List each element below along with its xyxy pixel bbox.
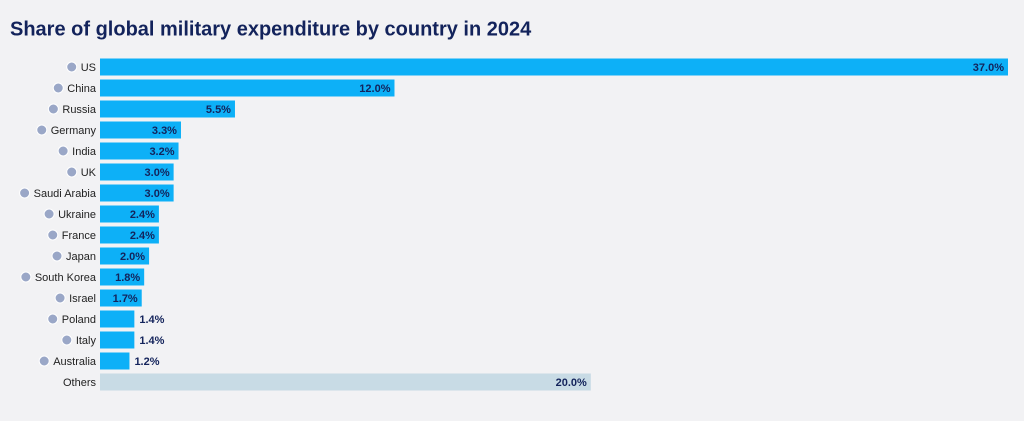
category-label: Poland: [62, 314, 96, 326]
value-label: 2.4%: [130, 230, 155, 242]
value-label: 1.4%: [139, 335, 164, 347]
flag-icon: [47, 103, 59, 115]
bar: [100, 268, 145, 286]
value-label: 2.0%: [120, 251, 145, 263]
flag-icon: [66, 61, 78, 73]
flag-icon: [51, 250, 63, 262]
flag-icon: [57, 145, 69, 157]
value-label: 3.3%: [152, 125, 177, 137]
category-label: US: [81, 62, 96, 74]
bar: [100, 79, 395, 97]
value-label: 12.0%: [359, 83, 390, 95]
category-label: Italy: [76, 335, 97, 347]
bar: [100, 205, 159, 223]
bar: [100, 289, 142, 307]
flag-icon: [61, 334, 73, 346]
category-label: Israel: [69, 293, 96, 305]
flag-icon: [66, 166, 78, 178]
value-label: 5.5%: [206, 104, 231, 116]
value-label: 3.0%: [145, 188, 170, 200]
bar: [100, 247, 150, 265]
value-label: 3.0%: [145, 167, 170, 179]
flag-icon: [20, 271, 32, 283]
bar: [100, 142, 179, 160]
value-label: 37.0%: [973, 62, 1004, 74]
value-label: 2.4%: [130, 209, 155, 221]
category-label: Japan: [66, 251, 96, 263]
value-label: 20.0%: [556, 377, 587, 389]
category-label: Germany: [51, 125, 97, 137]
value-label: 1.4%: [139, 314, 164, 326]
bar: [100, 100, 235, 118]
bar: [100, 331, 135, 349]
category-label: Saudi Arabia: [34, 188, 97, 200]
flag-icon: [54, 292, 66, 304]
flag-icon: [47, 229, 59, 241]
chart-title: Share of global military expenditure by …: [10, 18, 532, 40]
flag-icon: [36, 124, 48, 136]
category-label: Others: [63, 377, 97, 389]
flag-icon: [19, 187, 31, 199]
category-label: Ukraine: [58, 209, 96, 221]
category-label: South Korea: [35, 272, 97, 284]
flag-icon: [47, 313, 59, 325]
bar: [100, 163, 174, 181]
flag-icon: [38, 355, 50, 367]
flag-icon: [52, 82, 64, 94]
category-label: UK: [81, 167, 97, 179]
value-label: 1.7%: [113, 293, 138, 305]
category-label: Australia: [53, 356, 97, 368]
bar: [100, 226, 159, 244]
flag-icon: [43, 208, 55, 220]
bar: [100, 373, 591, 391]
category-label: China: [67, 83, 97, 95]
bar: [100, 58, 1008, 76]
value-label: 1.2%: [134, 356, 159, 368]
bar: [100, 121, 181, 139]
category-label: India: [72, 146, 97, 158]
bar: [100, 352, 130, 370]
bar: [100, 310, 135, 328]
category-label: France: [62, 230, 96, 242]
bar: [100, 184, 174, 202]
category-label: Russia: [62, 104, 97, 116]
value-label: 1.8%: [115, 272, 140, 284]
value-label: 3.2%: [149, 146, 174, 158]
